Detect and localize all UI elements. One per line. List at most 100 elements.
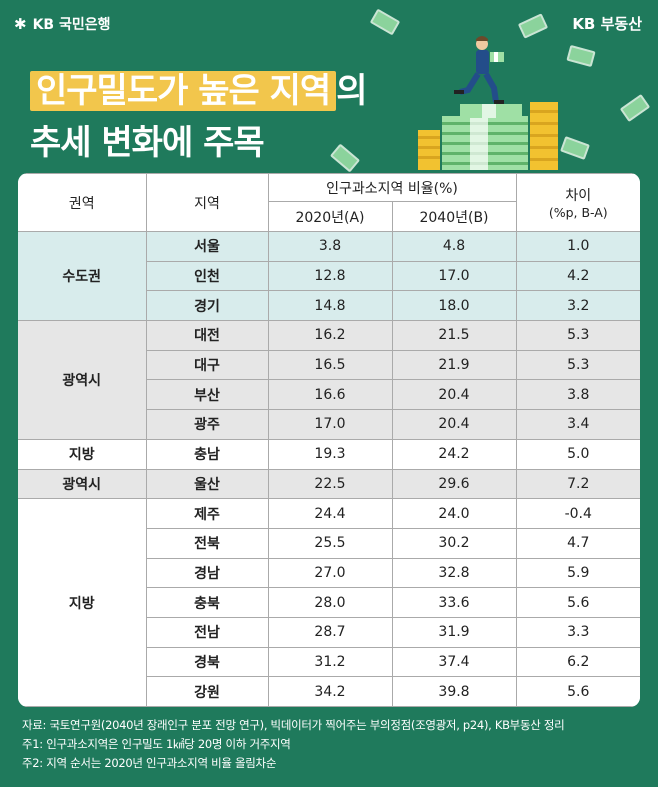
area-cell: 울산 xyxy=(145,468,269,500)
area-cell: 전북 xyxy=(146,527,269,559)
title-line-2: 추세 변화에 주목 xyxy=(30,123,265,163)
table-row: 수도권 서울 3.8 4.8 1.0 xyxy=(18,230,640,322)
value-2020-cell: 25.5 xyxy=(267,527,393,559)
value-2020-cell: 19.3 xyxy=(267,438,393,470)
region-cell: 지방 xyxy=(18,498,147,707)
running-man-icon xyxy=(454,36,504,104)
kb-star-icon: ✱ xyxy=(14,15,27,33)
area-cell: 충북 xyxy=(146,587,269,618)
page-title: 인구밀도가 높은 지역 의 추세 변화에 주목 xyxy=(30,65,367,169)
diff-cell: 3.3 xyxy=(515,616,640,648)
value-2040-cell: 20.4 xyxy=(391,409,517,440)
diff-cell: 4.7 xyxy=(515,527,640,559)
money-stack-illustration xyxy=(418,36,558,170)
value-2040-cell: 29.6 xyxy=(391,468,517,500)
kb-bank-logo: ✱ KB 국민은행 xyxy=(14,14,111,34)
value-2040-cell: 33.6 xyxy=(391,587,517,618)
area-cell: 강원 xyxy=(146,676,269,707)
money-bill-icon xyxy=(369,8,401,36)
table-row: 전남 28.7 31.9 3.3 xyxy=(18,616,640,648)
value-2040-cell: 37.4 xyxy=(391,646,517,678)
table-row: 지방 제주 24.4 24.0 -0.4 xyxy=(18,498,640,707)
value-2020-cell: 16.6 xyxy=(267,379,393,411)
value-2020-cell: 24.4 xyxy=(267,498,393,529)
area-cell: 서울 xyxy=(145,231,269,262)
area-cell: 경기 xyxy=(146,290,269,322)
value-2020-cell: 14.8 xyxy=(267,290,393,322)
table-row: 지방 충남 19.3 24.2 5.0 xyxy=(18,438,640,470)
value-2040-cell: 21.5 xyxy=(391,320,517,351)
coin-stack-icon xyxy=(418,102,558,170)
header-diff: 차이 (%p, B-A) xyxy=(515,173,640,232)
header-diff-line1: 차이 xyxy=(565,188,592,204)
area-cell: 제주 xyxy=(145,498,269,529)
value-2040-cell: 4.8 xyxy=(391,231,517,262)
table-row: 경북 31.2 37.4 6.2 xyxy=(18,646,640,678)
value-2040-cell: 21.9 xyxy=(391,349,517,381)
table-row: 부산 16.6 20.4 3.8 xyxy=(18,379,640,411)
value-2020-cell: 12.8 xyxy=(267,260,393,292)
bill-stack-icon xyxy=(442,104,528,170)
region-cell: 광역시 xyxy=(18,468,147,500)
header-area: 지역 xyxy=(145,173,269,232)
diff-cell: 4.2 xyxy=(515,260,640,292)
diff-cell: -0.4 xyxy=(515,498,640,529)
value-2020-cell: 17.0 xyxy=(267,409,393,440)
population-table: 권역 지역 인구과소지역 비율(%) 차이 (%p, B-A) 2020년(A)… xyxy=(18,173,640,707)
table-row: 전북 25.5 30.2 4.7 xyxy=(18,527,640,559)
area-cell: 대구 xyxy=(146,349,269,381)
table-row: 인천 12.8 17.0 4.2 xyxy=(18,260,640,292)
header-ratio-group: 인구과소지역 비율(%) xyxy=(267,173,517,202)
table-row: 경기 14.8 18.0 3.2 xyxy=(18,290,640,322)
diff-cell: 6.2 xyxy=(515,646,640,678)
table-row: 대구 16.5 21.9 5.3 xyxy=(18,349,640,381)
area-cell: 광주 xyxy=(146,409,269,440)
value-2040-cell: 24.2 xyxy=(391,438,517,470)
area-cell: 부산 xyxy=(146,379,269,411)
value-2020-cell: 16.2 xyxy=(267,320,393,351)
value-2040-cell: 30.2 xyxy=(391,527,517,559)
header-diff-line2: (%p, B-A) xyxy=(548,205,608,220)
diff-cell: 3.4 xyxy=(515,409,640,440)
money-bill-icon xyxy=(619,93,651,123)
area-cell: 경북 xyxy=(146,646,269,678)
footnote-1: 주1: 인구과소지역은 인구밀도 1㎢당 20명 이하 거주지역 xyxy=(22,737,291,751)
table-row: 강원 34.2 39.8 5.6 xyxy=(18,676,640,707)
kb-bank-logo-text: KB 국민은행 xyxy=(32,17,111,33)
title-highlight: 인구밀도가 높은 지역 xyxy=(30,71,337,111)
value-2020-cell: 3.8 xyxy=(267,231,393,262)
title-line-1-rest: 의 xyxy=(336,71,367,111)
value-2020-cell: 28.7 xyxy=(267,616,393,648)
table-row: 경남 27.0 32.8 5.9 xyxy=(18,557,640,589)
area-cell: 인천 xyxy=(146,260,269,292)
value-2040-cell: 18.0 xyxy=(391,290,517,322)
header-region: 권역 xyxy=(18,173,147,232)
money-bill-icon xyxy=(566,44,596,68)
value-2020-cell: 27.0 xyxy=(267,557,393,589)
kb-realestate-logo: KB 부동산 xyxy=(572,15,642,33)
value-2020-cell: 22.5 xyxy=(267,468,393,500)
footnote-2: 주2: 지역 순서는 2020년 인구과소지역 비율 올림차순 xyxy=(22,756,277,770)
value-2040-cell: 32.8 xyxy=(391,557,517,589)
value-2020-cell: 34.2 xyxy=(267,676,393,707)
diff-cell: 3.8 xyxy=(515,379,640,411)
value-2040-cell: 31.9 xyxy=(391,616,517,648)
area-cell: 대전 xyxy=(145,320,269,351)
data-table-card: 권역 지역 인구과소지역 비율(%) 차이 (%p, B-A) 2020년(A)… xyxy=(18,173,640,707)
value-2040-cell: 24.0 xyxy=(391,498,517,529)
table-row: 충북 28.0 33.6 5.6 xyxy=(18,587,640,618)
diff-cell: 3.2 xyxy=(515,290,640,322)
diff-cell: 5.9 xyxy=(515,557,640,589)
region-cell: 광역시 xyxy=(18,320,147,440)
region-cell: 수도권 xyxy=(18,230,147,322)
area-cell: 경남 xyxy=(146,557,269,589)
value-2040-cell: 20.4 xyxy=(391,379,517,411)
table-row: 광역시 울산 22.5 29.6 7.2 xyxy=(18,468,640,500)
footnotes: 자료: 국토연구원(2040년 장래인구 분포 전망 연구), 빅데이터가 찍어… xyxy=(22,716,642,773)
header-2020: 2020년(A) xyxy=(268,201,393,232)
source-note: 자료: 국토연구원(2040년 장래인구 분포 전망 연구), 빅데이터가 찍어… xyxy=(22,718,565,732)
table-row: 광주 17.0 20.4 3.4 xyxy=(18,409,640,440)
diff-cell: 5.6 xyxy=(515,587,640,618)
value-2020-cell: 31.2 xyxy=(267,646,393,678)
value-2020-cell: 28.0 xyxy=(267,587,393,618)
